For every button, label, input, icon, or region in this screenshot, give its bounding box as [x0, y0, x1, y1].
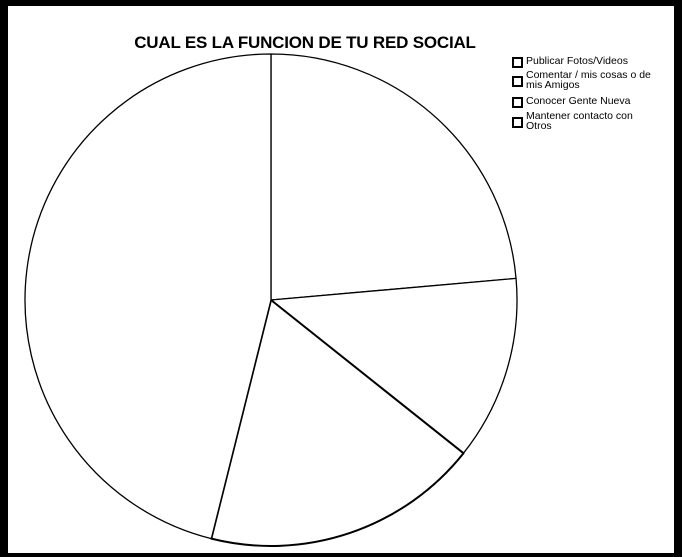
pie-slice-2: [270, 277, 518, 454]
pie-slice-3: [210, 299, 465, 547]
legend-swatch: [512, 97, 523, 108]
pie-slice-1: [270, 53, 517, 301]
legend-label: Conocer Gente Nueva: [526, 95, 631, 107]
legend-label: Mantener contacto con Otros: [526, 110, 633, 132]
legend-label: Publicar Fotos/Videos: [526, 55, 628, 67]
legend-swatch: [512, 57, 523, 68]
legend-label: Comentar / mis cosas o de mis Amigos: [526, 69, 651, 91]
chart-title: CUAL ES LA FUNCION DE TU RED SOCIAL: [134, 33, 476, 52]
legend-item-mantener: Mantener contacto con Otros: [512, 111, 647, 131]
legend-item-conocer: Conocer Gente Nueva: [512, 96, 672, 108]
legend-swatch: [512, 117, 523, 128]
legend-item-comentar: Comentar / mis cosas o de mis Amigos: [512, 70, 662, 90]
legend-item-publicar: Publicar Fotos/Videos: [512, 56, 672, 68]
pie-slice-4: [24, 53, 272, 540]
legend-swatch: [512, 76, 523, 87]
